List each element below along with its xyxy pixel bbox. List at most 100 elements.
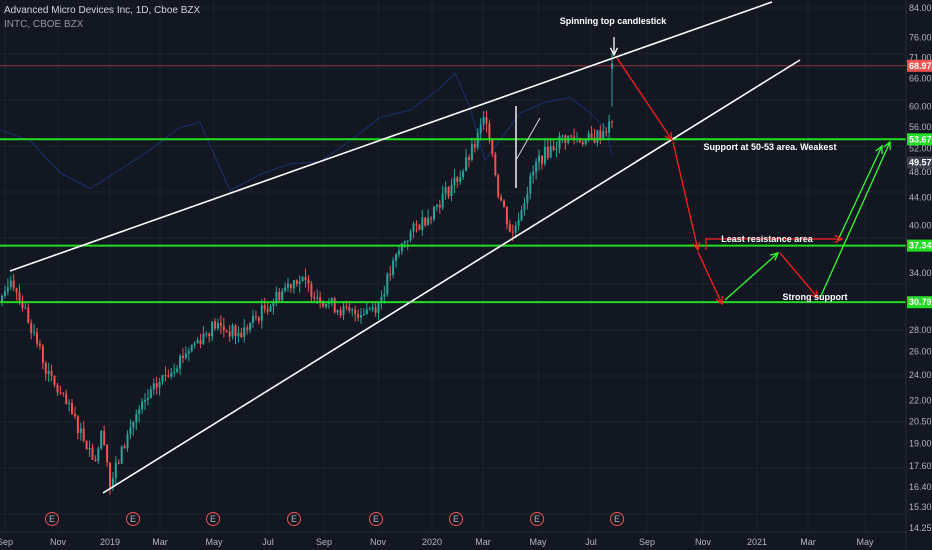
candle-body <box>342 306 345 316</box>
earnings-marker-label: E <box>49 514 55 524</box>
upper-trend-line <box>9 1 773 272</box>
candle-body <box>561 135 564 137</box>
candle-body <box>135 413 138 422</box>
annotation-strong-support: Strong support <box>783 292 848 302</box>
candle-body <box>298 281 301 284</box>
candle-body <box>205 333 208 335</box>
candle-body <box>173 371 176 373</box>
candle-body <box>114 462 117 479</box>
candle-body <box>222 325 225 331</box>
candle-body <box>412 223 415 232</box>
candle-body <box>176 368 179 372</box>
candle-body <box>15 288 18 293</box>
candle-body <box>368 309 371 311</box>
chart-symbol-title[interactable]: Advanced Micro Devices Inc, 1D, Cboe BZX <box>4 5 201 16</box>
candle-body <box>243 327 246 337</box>
candle-body <box>71 403 73 414</box>
candle-body <box>295 280 298 284</box>
candle-body <box>82 428 85 441</box>
spike-marker-diagonal <box>515 117 541 161</box>
candle-body <box>6 286 9 292</box>
price-tick-label: 76.00 <box>909 32 932 42</box>
candle-body <box>327 302 330 304</box>
projection-down-2 <box>672 141 699 251</box>
candle-body <box>392 260 395 275</box>
time-tick-label: May <box>205 537 223 547</box>
projection-down-2-head <box>692 242 701 252</box>
candle-body <box>602 131 605 139</box>
candle-body <box>123 446 126 449</box>
price-tag-label: 30.79 <box>909 297 932 307</box>
price-tick-label: 44.00 <box>909 193 932 203</box>
price-tick-label: 56.00 <box>909 122 932 132</box>
candle-body <box>79 428 82 433</box>
candle-body <box>161 375 164 382</box>
candle-body <box>129 427 132 435</box>
compare-symbol-label[interactable]: INTC, CBOE BZX <box>4 19 84 30</box>
candle-body <box>430 218 432 220</box>
candle-body <box>231 325 234 337</box>
projection-down-4 <box>779 252 819 299</box>
candle-body <box>146 397 149 400</box>
projection-down-4-head <box>810 290 819 300</box>
candle-body <box>304 277 307 280</box>
candle-body <box>56 384 59 393</box>
time-tick-label: 2020 <box>422 537 442 547</box>
candle-body <box>167 375 170 377</box>
candle-body <box>254 316 257 318</box>
candle-body <box>608 121 611 133</box>
projection-up-3-head <box>875 144 883 155</box>
candle-body <box>38 343 41 346</box>
candle-body <box>65 393 68 404</box>
time-tick-label: Nov <box>370 537 387 547</box>
candle-body <box>581 142 584 145</box>
candle-body <box>240 332 243 338</box>
time-tick-label: May <box>529 537 547 547</box>
candle-body <box>520 210 523 221</box>
earnings-marker-circle <box>449 512 463 526</box>
time-axis: Sep Nov 2019 Mar May Jul Sep Nov 2020 Mar May Jul Se… <box>0 531 906 547</box>
candle-body <box>208 333 211 337</box>
candle-body <box>228 331 231 337</box>
candle-body <box>526 193 529 204</box>
price-tick-label: 28.00 <box>909 325 932 335</box>
candle-body <box>152 383 155 390</box>
time-tick-label: Nov <box>695 537 712 547</box>
projection-down-3-head <box>715 295 723 306</box>
candle-body <box>149 389 152 398</box>
candle-body <box>281 290 284 301</box>
candle-body <box>76 416 79 433</box>
candle-body <box>421 217 424 230</box>
earnings-marker-label: E <box>534 514 540 524</box>
candle-body <box>529 175 532 194</box>
candle-body <box>552 146 555 150</box>
price-tick-label: 15.30 <box>909 502 932 512</box>
price-tick-label: 60.00 <box>909 102 932 112</box>
candle-body <box>132 422 135 428</box>
candle-body <box>170 372 173 377</box>
candle-body <box>403 241 406 244</box>
candle-body <box>549 146 552 158</box>
candle-body <box>365 309 368 315</box>
candle-body <box>339 310 342 316</box>
candle-body <box>184 353 187 358</box>
candle-body <box>319 297 322 303</box>
candle-body <box>541 155 543 164</box>
projection-up-3 <box>837 145 883 241</box>
price-tag-label: 68.97 <box>909 61 932 71</box>
projection-down-3 <box>697 251 723 305</box>
candle-body <box>225 330 228 332</box>
price-tick-label: 48.00 <box>909 167 932 177</box>
candle-body <box>433 206 435 220</box>
candle-body <box>260 305 263 321</box>
candle-body <box>36 332 38 344</box>
candle-body <box>120 446 123 464</box>
intc-line <box>0 72 613 192</box>
candle-body <box>479 124 482 134</box>
candle-body <box>558 136 561 149</box>
annotation-spinning-top: Spinning top candlestick <box>560 16 668 26</box>
candle-body <box>272 301 275 307</box>
price-tag-label: 49.57 <box>909 158 932 168</box>
candle-body <box>336 310 339 313</box>
